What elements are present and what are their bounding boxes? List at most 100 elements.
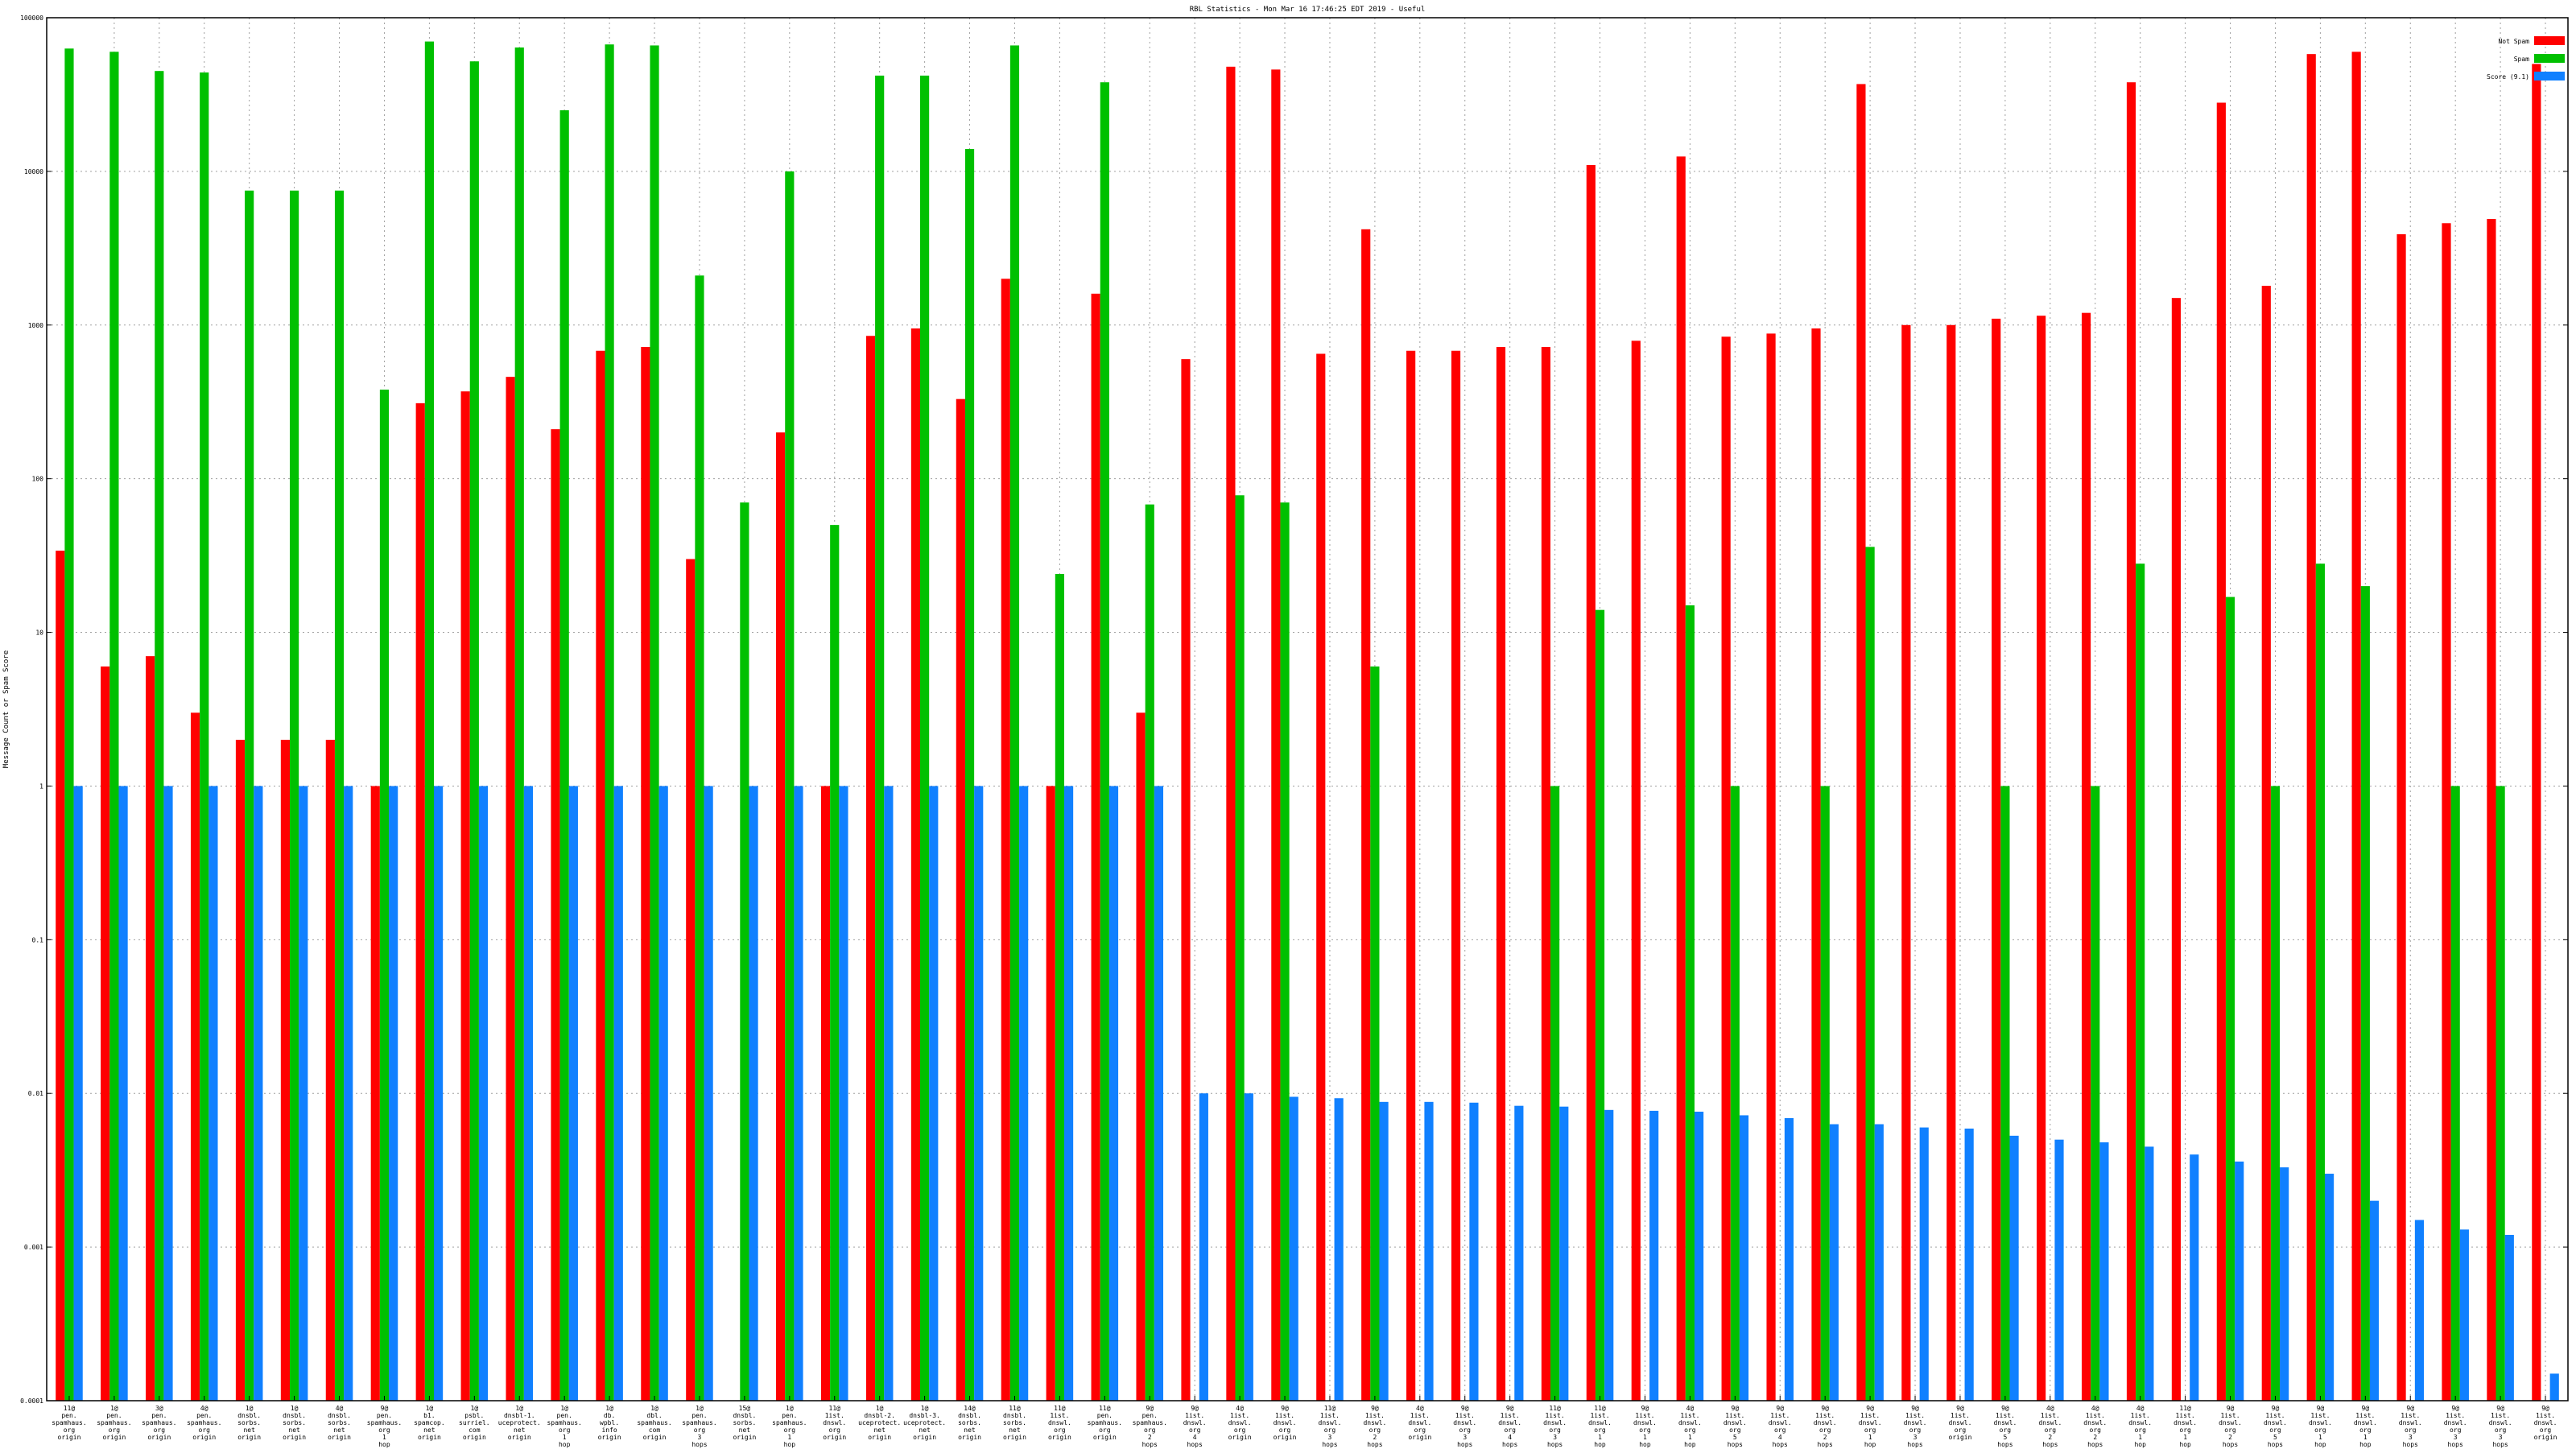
- bar-spam: [514, 47, 524, 1402]
- x-tick-label: 9@ 1ist. dnswl. org 4 hops: [1498, 1405, 1521, 1448]
- bar-spam: [559, 109, 569, 1402]
- x-tick-label: 9@ 1ist. dnswl. org 4 hops: [1183, 1405, 1207, 1448]
- bar-spam: [1100, 82, 1109, 1402]
- x-tick-label: 11@ pen. spamhaus. org origin: [1088, 1405, 1122, 1441]
- x-tick-label: 3@ pen. spamhaus. org origin: [142, 1405, 176, 1441]
- bar-spam: [155, 71, 164, 1401]
- bar-spam: [1055, 573, 1064, 1401]
- bar-spam: [1009, 45, 1020, 1402]
- x-tick-label: 9@ pen. spamhaus. org 1 hop: [367, 1405, 402, 1448]
- bar-score: [299, 786, 308, 1401]
- y-tick-label: 100000: [20, 14, 43, 22]
- bar-spam: [2315, 564, 2325, 1402]
- x-tick-label: 4@ 1ist. dnswl. org 2 hops: [2083, 1405, 2107, 1448]
- bar-not-spam: [686, 559, 696, 1401]
- bar-not-spam: [956, 398, 965, 1401]
- bar-spam: [920, 75, 930, 1402]
- bar-score: [704, 786, 713, 1401]
- bar-score: [2235, 1161, 2244, 1401]
- bar-spam: [200, 72, 209, 1402]
- bar-score: [1469, 1102, 1479, 1401]
- bar-not-spam: [2442, 223, 2451, 1402]
- x-tick-label: 1@ b1. spamcop. net origin: [414, 1405, 445, 1441]
- x-tick-label: 4@ 1ist. dnswl. org 1 hop: [1678, 1405, 1702, 1448]
- bar-spam: [64, 48, 74, 1401]
- x-tick-label: 1@ pen. spamhaus. org 3 hops: [682, 1405, 716, 1448]
- x-tick-label: 4@ 1ist. dnswl. org 1 hop: [2128, 1405, 2152, 1448]
- bar-score: [1694, 1111, 1704, 1401]
- bar-score: [389, 786, 398, 1401]
- bar-not-spam: [190, 712, 200, 1401]
- bar-score: [1649, 1110, 1659, 1401]
- bar-not-spam: [101, 666, 110, 1401]
- x-tick-label: 4@ dnsbl. sorbs. net origin: [328, 1405, 351, 1441]
- x-tick-label: 9@ 1ist. dnswl. org 1 hop: [2309, 1405, 2332, 1448]
- bar-score: [523, 786, 534, 1401]
- bar-score: [1154, 786, 1164, 1401]
- bar-score: [1604, 1109, 1614, 1401]
- bar-score: [433, 786, 444, 1401]
- bar-score: [118, 786, 128, 1401]
- y-tick-label: 10000: [24, 168, 43, 175]
- y-tick-label: 1000: [28, 322, 43, 329]
- bar-not-spam: [2396, 233, 2406, 1402]
- bar-not-spam: [1361, 229, 1371, 1402]
- bar-not-spam: [1001, 279, 1010, 1402]
- legend-label-score: Score (9.1): [2487, 73, 2529, 80]
- bar-not-spam: [1992, 318, 2001, 1402]
- bar-score: [884, 786, 894, 1401]
- bars: [56, 41, 2559, 1402]
- bar-score: [254, 786, 263, 1401]
- bar-spam: [109, 52, 119, 1401]
- x-tick-label: 1@ dnsbl-3. uceprotect. net origin: [903, 1405, 946, 1441]
- chart-title: RBL Statistics - Mon Mar 16 17:46:25 EDT…: [1190, 6, 1426, 14]
- bar-not-spam: [56, 551, 65, 1402]
- bar-not-spam: [1226, 66, 1236, 1401]
- bar-score: [478, 786, 489, 1401]
- bar-spam: [1730, 786, 1740, 1401]
- bar-spam: [650, 45, 659, 1402]
- bar-spam: [334, 190, 345, 1402]
- bar-score: [2009, 1135, 2019, 1401]
- x-tick-label: 1@ db. wpbl. info origin: [598, 1405, 621, 1441]
- bar-score: [2145, 1146, 2154, 1401]
- bar-not-spam: [596, 350, 605, 1401]
- x-tick-label: 9@ 1ist. dnswl. org 3 hops: [1453, 1405, 1476, 1448]
- bar-not-spam: [910, 328, 921, 1402]
- x-tick-label: 9@ 1ist. dnswl. org 3 hops: [2444, 1405, 2467, 1448]
- x-tick-label: 9@ 1ist. dnswl. org 2 hops: [2219, 1405, 2242, 1448]
- x-tick-label: 9@ pen. spamhaus. org 2 hops: [1133, 1405, 1167, 1448]
- bar-score: [1289, 1096, 1298, 1401]
- legend-label-not-spam: Not Spam: [2498, 38, 2529, 45]
- bar-not-spam: [146, 656, 155, 1401]
- bar-not-spam: [370, 786, 380, 1401]
- bar-not-spam: [2351, 52, 2361, 1401]
- bar-score: [1784, 1117, 1794, 1401]
- x-tick-label: 11@ 1ist. dnswl. org 1 hop: [2174, 1405, 2197, 1448]
- bar-spam: [964, 148, 975, 1402]
- bar-score: [1424, 1101, 1434, 1401]
- bar-spam: [1595, 609, 1605, 1401]
- plot-frame: [46, 17, 2569, 1402]
- bar-score: [1874, 1124, 1884, 1401]
- x-tick-label: 4@ 1ist. dnswl. org origin: [1228, 1405, 1252, 1441]
- legend-swatch-score: [2534, 72, 2565, 80]
- bar-score: [1199, 1093, 1208, 1401]
- bar-score: [1019, 786, 1029, 1401]
- x-tick-label: 14@ dnsbl. sorbs. net origin: [958, 1405, 981, 1441]
- bar-score: [2190, 1154, 2199, 1401]
- bar-not-spam: [865, 336, 876, 1401]
- x-tick-label: 15@ dnsbl. sorbs. net origin: [733, 1405, 756, 1441]
- x-axis-ticks: 11@ pen. spamhaus. org origin 1@ pen. spamhaus.…: [52, 1396, 2557, 1448]
- bar-score: [1559, 1106, 1569, 1401]
- bar-score: [2280, 1167, 2289, 1401]
- bar-spam: [740, 502, 749, 1401]
- bar-score: [1739, 1115, 1749, 1401]
- x-tick-label: 9@ 1ist. dnswl. org 3 hops: [2399, 1405, 2422, 1448]
- x-tick-label: 1@ dnsbl. sorbs. net origin: [237, 1405, 261, 1441]
- bar-spam: [2496, 786, 2505, 1401]
- bar-spam: [2270, 786, 2281, 1401]
- x-tick-label: 1@ pen. spamhaus. org 1 hop: [772, 1405, 807, 1448]
- bar-not-spam: [1676, 156, 1686, 1401]
- x-tick-label: 9@ 1ist. dnswl. org origin: [2534, 1405, 2557, 1441]
